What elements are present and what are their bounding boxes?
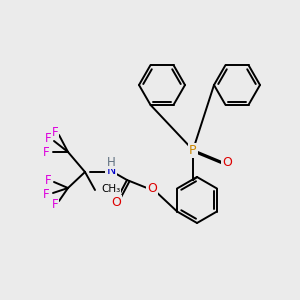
Text: O: O (222, 155, 232, 169)
Text: F: F (43, 146, 49, 158)
Text: F: F (43, 188, 49, 202)
Text: P: P (189, 143, 197, 157)
Text: F: F (52, 199, 58, 212)
Text: F: F (45, 173, 51, 187)
Text: O: O (147, 182, 157, 194)
Text: O: O (111, 196, 121, 208)
Text: F: F (45, 131, 51, 145)
Text: H: H (106, 155, 116, 169)
Text: N: N (106, 164, 116, 178)
Text: CH₃: CH₃ (101, 184, 120, 194)
Text: F: F (52, 125, 58, 139)
